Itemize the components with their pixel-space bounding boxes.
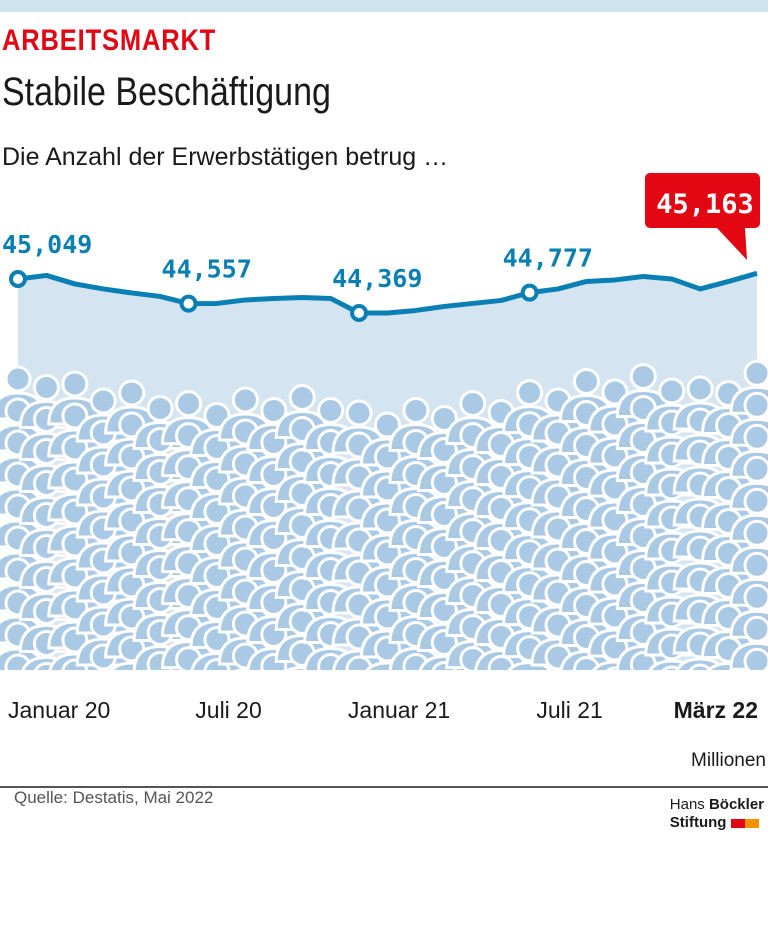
marker-point: [179, 294, 198, 313]
data-label: 45,049: [2, 230, 92, 259]
baseline-mask: [0, 670, 768, 740]
marker-point: [9, 270, 27, 288]
top-bar: [0, 0, 768, 12]
marker-point: [350, 304, 369, 322]
x-tick-label: Juli 20: [195, 697, 261, 723]
x-tick-label: Januar 21: [348, 697, 450, 723]
data-label: 44,369: [332, 264, 422, 293]
data-label: 44,777: [503, 244, 593, 273]
logo: Hans Böckler Stiftung: [669, 796, 764, 831]
unit-label: Millionen: [691, 750, 766, 771]
x-tick-label: Juli 21: [536, 697, 602, 723]
source: Quelle: Destatis, Mai 2022: [14, 788, 214, 807]
data-label: 44,557: [162, 255, 252, 284]
people-illustration: [0, 359, 768, 722]
chart-title: Stabile Beschäftigung: [2, 70, 331, 114]
series-line: [17, 270, 758, 316]
kicker: ARBEITSMARKT: [2, 24, 217, 57]
highlight-callout: [645, 173, 760, 260]
divider: [0, 786, 768, 788]
x-tick-label: März 22: [674, 697, 758, 723]
chart-subtitle: Die Anzahl der Erwerbstätigen betrug …: [2, 143, 449, 171]
chart: 45,049 44,557 44,369 44,777 45,163 Januar 20 J…: [0, 173, 768, 740]
marker-point: [520, 283, 539, 302]
highlight-value: 45,163: [656, 189, 754, 220]
x-tick-label: Januar 20: [8, 697, 110, 723]
